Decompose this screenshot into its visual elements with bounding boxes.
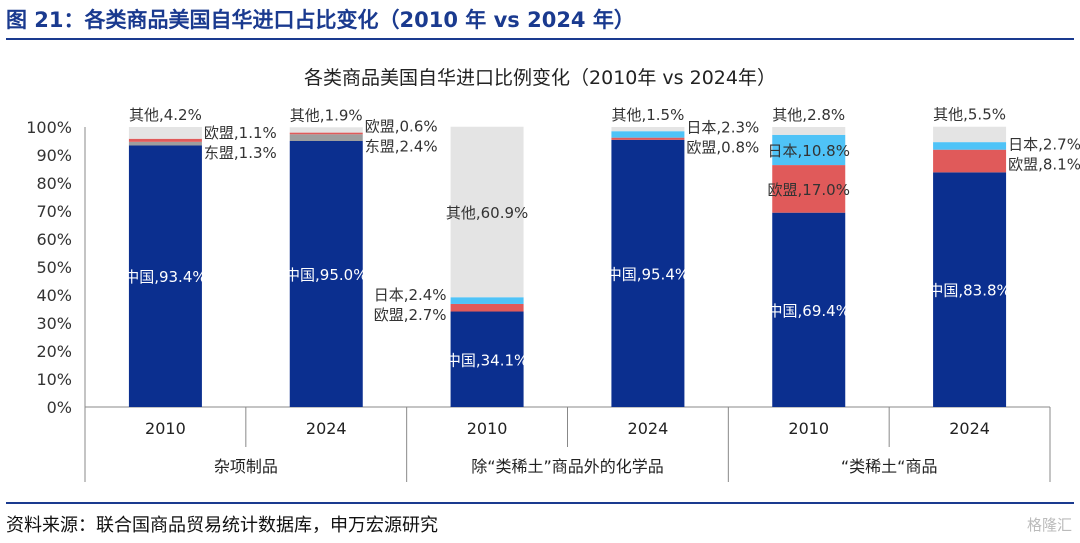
bar-segment-欧盟: [450, 303, 524, 312]
data-label-other: 其他,1.5%: [611, 106, 684, 124]
bar-segment-日本: [450, 297, 524, 304]
x-category-label: 2024: [949, 419, 990, 438]
bar-segment-东盟: [289, 134, 363, 141]
data-label-other: 其他,60.9%: [446, 204, 528, 222]
bottom-rule: [6, 502, 1074, 504]
x-category-label: 2010: [467, 419, 508, 438]
top-rule: [6, 38, 1074, 40]
y-tick-label: 0%: [47, 398, 72, 417]
bar-segment-日本: [933, 142, 1007, 150]
y-tick-label: 90%: [36, 146, 72, 165]
y-tick-label: 30%: [36, 314, 72, 333]
bar-segment-欧盟: [289, 132, 363, 135]
bar-segment-中国: [611, 139, 685, 407]
data-label-china: 中国,93.4%: [124, 268, 206, 286]
figure-title: 图 21：各类商品美国自华进口占比变化（2010 年 vs 2024 年）: [6, 8, 635, 32]
y-tick-label: 50%: [36, 258, 72, 277]
bar-segment-日本: [772, 134, 846, 166]
x-category-label: 2024: [306, 419, 347, 438]
bar-segment-其他: [933, 126, 1007, 143]
bar-segment-其他: [289, 127, 363, 133]
data-label-other: 其他,4.2%: [129, 106, 202, 124]
data-label-china: 中国,69.4%: [768, 302, 850, 320]
x-category-label: 2024: [628, 419, 669, 438]
y-tick-label: 10%: [36, 370, 72, 389]
data-label-日本: 日本,2.4%: [374, 286, 447, 304]
y-tick-label: 60%: [36, 230, 72, 249]
chart-title: 各类商品美国自华进口比例变化（2010年 vs 2024年）: [304, 67, 776, 89]
data-label-日本: 日本,2.3%: [686, 119, 759, 137]
data-label-东盟: 东盟,2.4%: [365, 138, 438, 156]
bar-segment-欧盟: [933, 149, 1007, 173]
data-label-欧盟: 欧盟,1.1%: [204, 124, 277, 142]
axis-layer: 0% 10% 20% 30% 40% 50% 60% 70% 80% 90% 100% 杂项制品 201…: [26, 118, 1051, 482]
y-tick-label: 100%: [26, 118, 72, 137]
x-group-label: 杂项制品: [214, 457, 278, 476]
data-label-欧盟: 欧盟,17.0%: [768, 181, 850, 199]
data-label-other: 其他,1.9%: [290, 106, 363, 124]
data-label-other: 其他,5.5%: [933, 106, 1006, 124]
y-tick-label: 70%: [36, 202, 72, 221]
source-note: 资料来源：联合国商品贸易统计数据库，申万宏源研究: [6, 515, 438, 536]
y-tick-label: 20%: [36, 342, 72, 361]
bar-segment-其他: [611, 127, 685, 132]
bar-segment-其他: [772, 127, 846, 135]
data-label-欧盟: 欧盟,0.8%: [686, 139, 759, 157]
data-label-欧盟: 欧盟,8.1%: [1008, 155, 1080, 173]
bar-segment-欧盟: [128, 138, 202, 142]
bar-segment-中国: [128, 145, 202, 408]
y-tick-label: 80%: [36, 174, 72, 193]
x-group-label: 除“类稀土”商品外的化学品: [471, 457, 664, 476]
bar-segment-中国: [772, 212, 846, 407]
data-label-欧盟: 欧盟,0.6%: [365, 118, 438, 136]
data-label-other: 其他,2.8%: [772, 106, 845, 124]
bar-layer: [128, 126, 1007, 408]
bar-segment-其他: [128, 127, 202, 139]
x-category-label: 2010: [145, 419, 186, 438]
x-category-label: 2010: [788, 419, 829, 438]
data-label-china: 中国,83.8%: [928, 282, 1010, 300]
label-layer: 中国,93.4% 其他,4.2%欧盟,1.1% 东盟,1.3% 中国,95.0% 其他,…: [124, 106, 1080, 370]
bar-segment-欧盟: [611, 137, 685, 140]
bar-segment-日本: [611, 131, 685, 138]
stacked-bar-chart: 各类商品美国自华进口比例变化（2010年 vs 2024年） 0% 10% 20% 3…: [26, 67, 1080, 482]
bar-segment-欧盟: [772, 165, 846, 213]
data-label-china: 中国,34.1%: [446, 351, 528, 369]
data-label-日本: 日本,2.7%: [1008, 135, 1080, 153]
data-label-china: 中国,95.0%: [285, 266, 367, 284]
data-label-东盟: 东盟,1.3%: [204, 144, 277, 162]
bar-segment-中国: [289, 141, 363, 407]
bar-segment-东盟: [128, 141, 202, 146]
bar-segment-中国: [450, 311, 524, 407]
bar-segment-中国: [933, 172, 1007, 407]
x-group-label: “类稀土“商品: [841, 457, 938, 476]
bar-segment-其他: [450, 126, 524, 298]
data-label-china: 中国,95.4%: [607, 265, 689, 283]
y-tick-label: 40%: [36, 286, 72, 305]
data-label-欧盟: 欧盟,2.7%: [374, 306, 447, 324]
watermark: 格隆汇: [1026, 516, 1072, 534]
data-label-日本: 日本,10.8%: [768, 142, 850, 160]
